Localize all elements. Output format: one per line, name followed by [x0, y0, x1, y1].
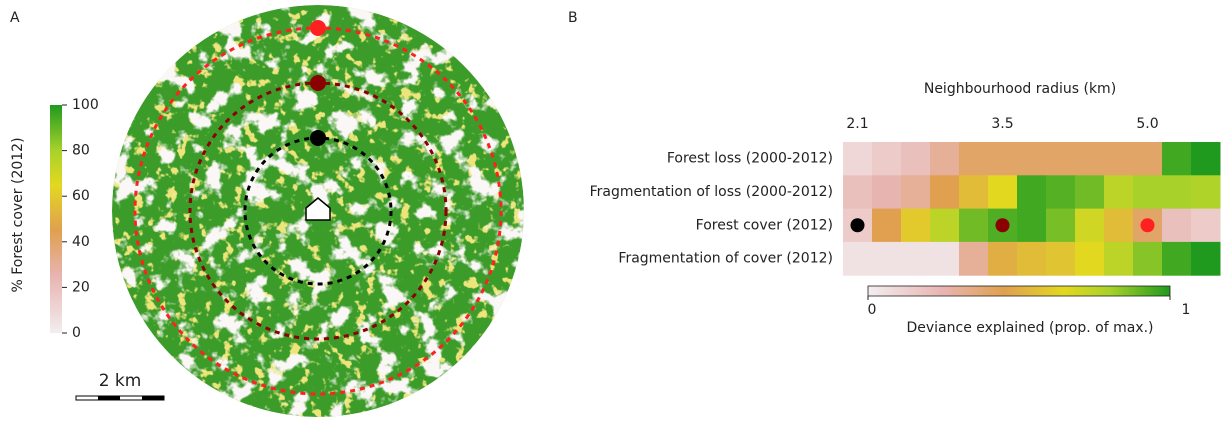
home-icon	[305, 197, 331, 221]
row-label: Fragmentation of cover (2012)	[618, 251, 833, 267]
heatmap-cell	[1191, 142, 1221, 176]
colorbar-title: % Forest cover (2012)	[10, 137, 26, 292]
heatmap-cell	[959, 142, 989, 176]
colorbar-tick-label: 40	[72, 234, 90, 250]
heatmap-cell	[901, 241, 931, 276]
x-axis-label: Neighbourhood radius (km)	[924, 81, 1116, 97]
heatmap-cell	[901, 208, 931, 243]
ring-marker	[310, 130, 326, 146]
heatmap-cell	[843, 175, 873, 210]
heatmap-cell	[1162, 175, 1192, 210]
panel-label: A	[10, 10, 20, 26]
colorbar-title: Deviance explained (prop. of max.)	[906, 320, 1153, 336]
heatmap-cell	[1075, 175, 1105, 210]
heatmap-cell	[959, 208, 989, 243]
heatmap-cell	[1075, 142, 1105, 176]
heatmap-cell	[872, 208, 902, 243]
heatmap-cell	[1133, 241, 1163, 276]
colorbar	[50, 105, 62, 333]
heatmap-cell	[988, 175, 1018, 210]
heatmap-cell	[1191, 175, 1221, 210]
cell-marker	[995, 218, 1010, 233]
heatmap-cell	[1133, 175, 1163, 210]
heatmap-cell	[901, 142, 931, 176]
colorbar-tick-label: 0	[868, 302, 877, 318]
heatmap-cell	[872, 142, 902, 176]
heatmap-cell	[1104, 142, 1134, 176]
heatmap-cell	[1104, 208, 1134, 243]
heatmap-cell	[1191, 241, 1221, 276]
heatmap-cell	[959, 175, 989, 210]
colorbar-tick-label: 80	[72, 143, 90, 159]
heatmap-cell	[843, 241, 873, 276]
row-label: Forest loss (2000-2012)	[667, 151, 833, 167]
heatmap-cell	[843, 142, 873, 176]
heatmap-cell	[988, 142, 1018, 176]
colorbar-tick-label: 100	[72, 97, 99, 113]
colorbar-tick-label: 1	[1182, 302, 1191, 318]
colorbar-tick-label: 20	[72, 279, 90, 295]
heatmap-cell	[872, 175, 902, 210]
heatmap-cell	[1017, 175, 1047, 210]
heatmap-cell	[1133, 142, 1163, 176]
heatmap-cell	[930, 175, 960, 210]
scale-bar	[75, 395, 165, 401]
heatmap-cell	[930, 142, 960, 176]
heatmap-cell	[1104, 175, 1134, 210]
colorbar-tick-label: 0	[72, 325, 81, 341]
row-label: Forest cover (2012)	[696, 217, 833, 233]
scale-bar-label: 2 km	[99, 371, 142, 391]
colorbar	[867, 285, 1171, 297]
x-tick-label: 5.0	[1136, 116, 1158, 132]
row-label: Fragmentation of loss (2000-2012)	[590, 184, 833, 200]
heatmap-cell	[959, 241, 989, 276]
heatmap-cell	[1075, 208, 1105, 243]
heatmap-cell	[872, 241, 902, 276]
colorbar-tick-label: 60	[72, 188, 90, 204]
x-tick-label: 3.5	[991, 116, 1013, 132]
heatmap-cell	[1046, 175, 1076, 210]
heatmap-cell	[1075, 241, 1105, 276]
heatmap-cell	[1162, 241, 1192, 276]
heatmap-cell	[901, 175, 931, 210]
heatmap-cell	[1017, 208, 1047, 243]
ring-marker	[310, 75, 326, 91]
heatmap-cell	[988, 241, 1018, 276]
heatmap-cell	[930, 208, 960, 243]
heatmap-cell	[1017, 241, 1047, 276]
x-tick-label: 2.1	[846, 116, 868, 132]
panel-label: B	[568, 10, 578, 26]
heatmap-cell	[1104, 241, 1134, 276]
cell-marker	[850, 218, 865, 233]
heatmap-cell	[1162, 208, 1192, 243]
heatmap-cell	[1162, 142, 1192, 176]
heatmap-cell	[1046, 142, 1076, 176]
cell-marker	[1140, 218, 1155, 233]
heatmap-cell	[1046, 208, 1076, 243]
heatmap-cell	[1046, 241, 1076, 276]
heatmap-cell	[1017, 142, 1047, 176]
heatmap-cell	[1191, 208, 1221, 243]
heatmap-cell	[930, 241, 960, 276]
ring-marker	[310, 20, 326, 36]
